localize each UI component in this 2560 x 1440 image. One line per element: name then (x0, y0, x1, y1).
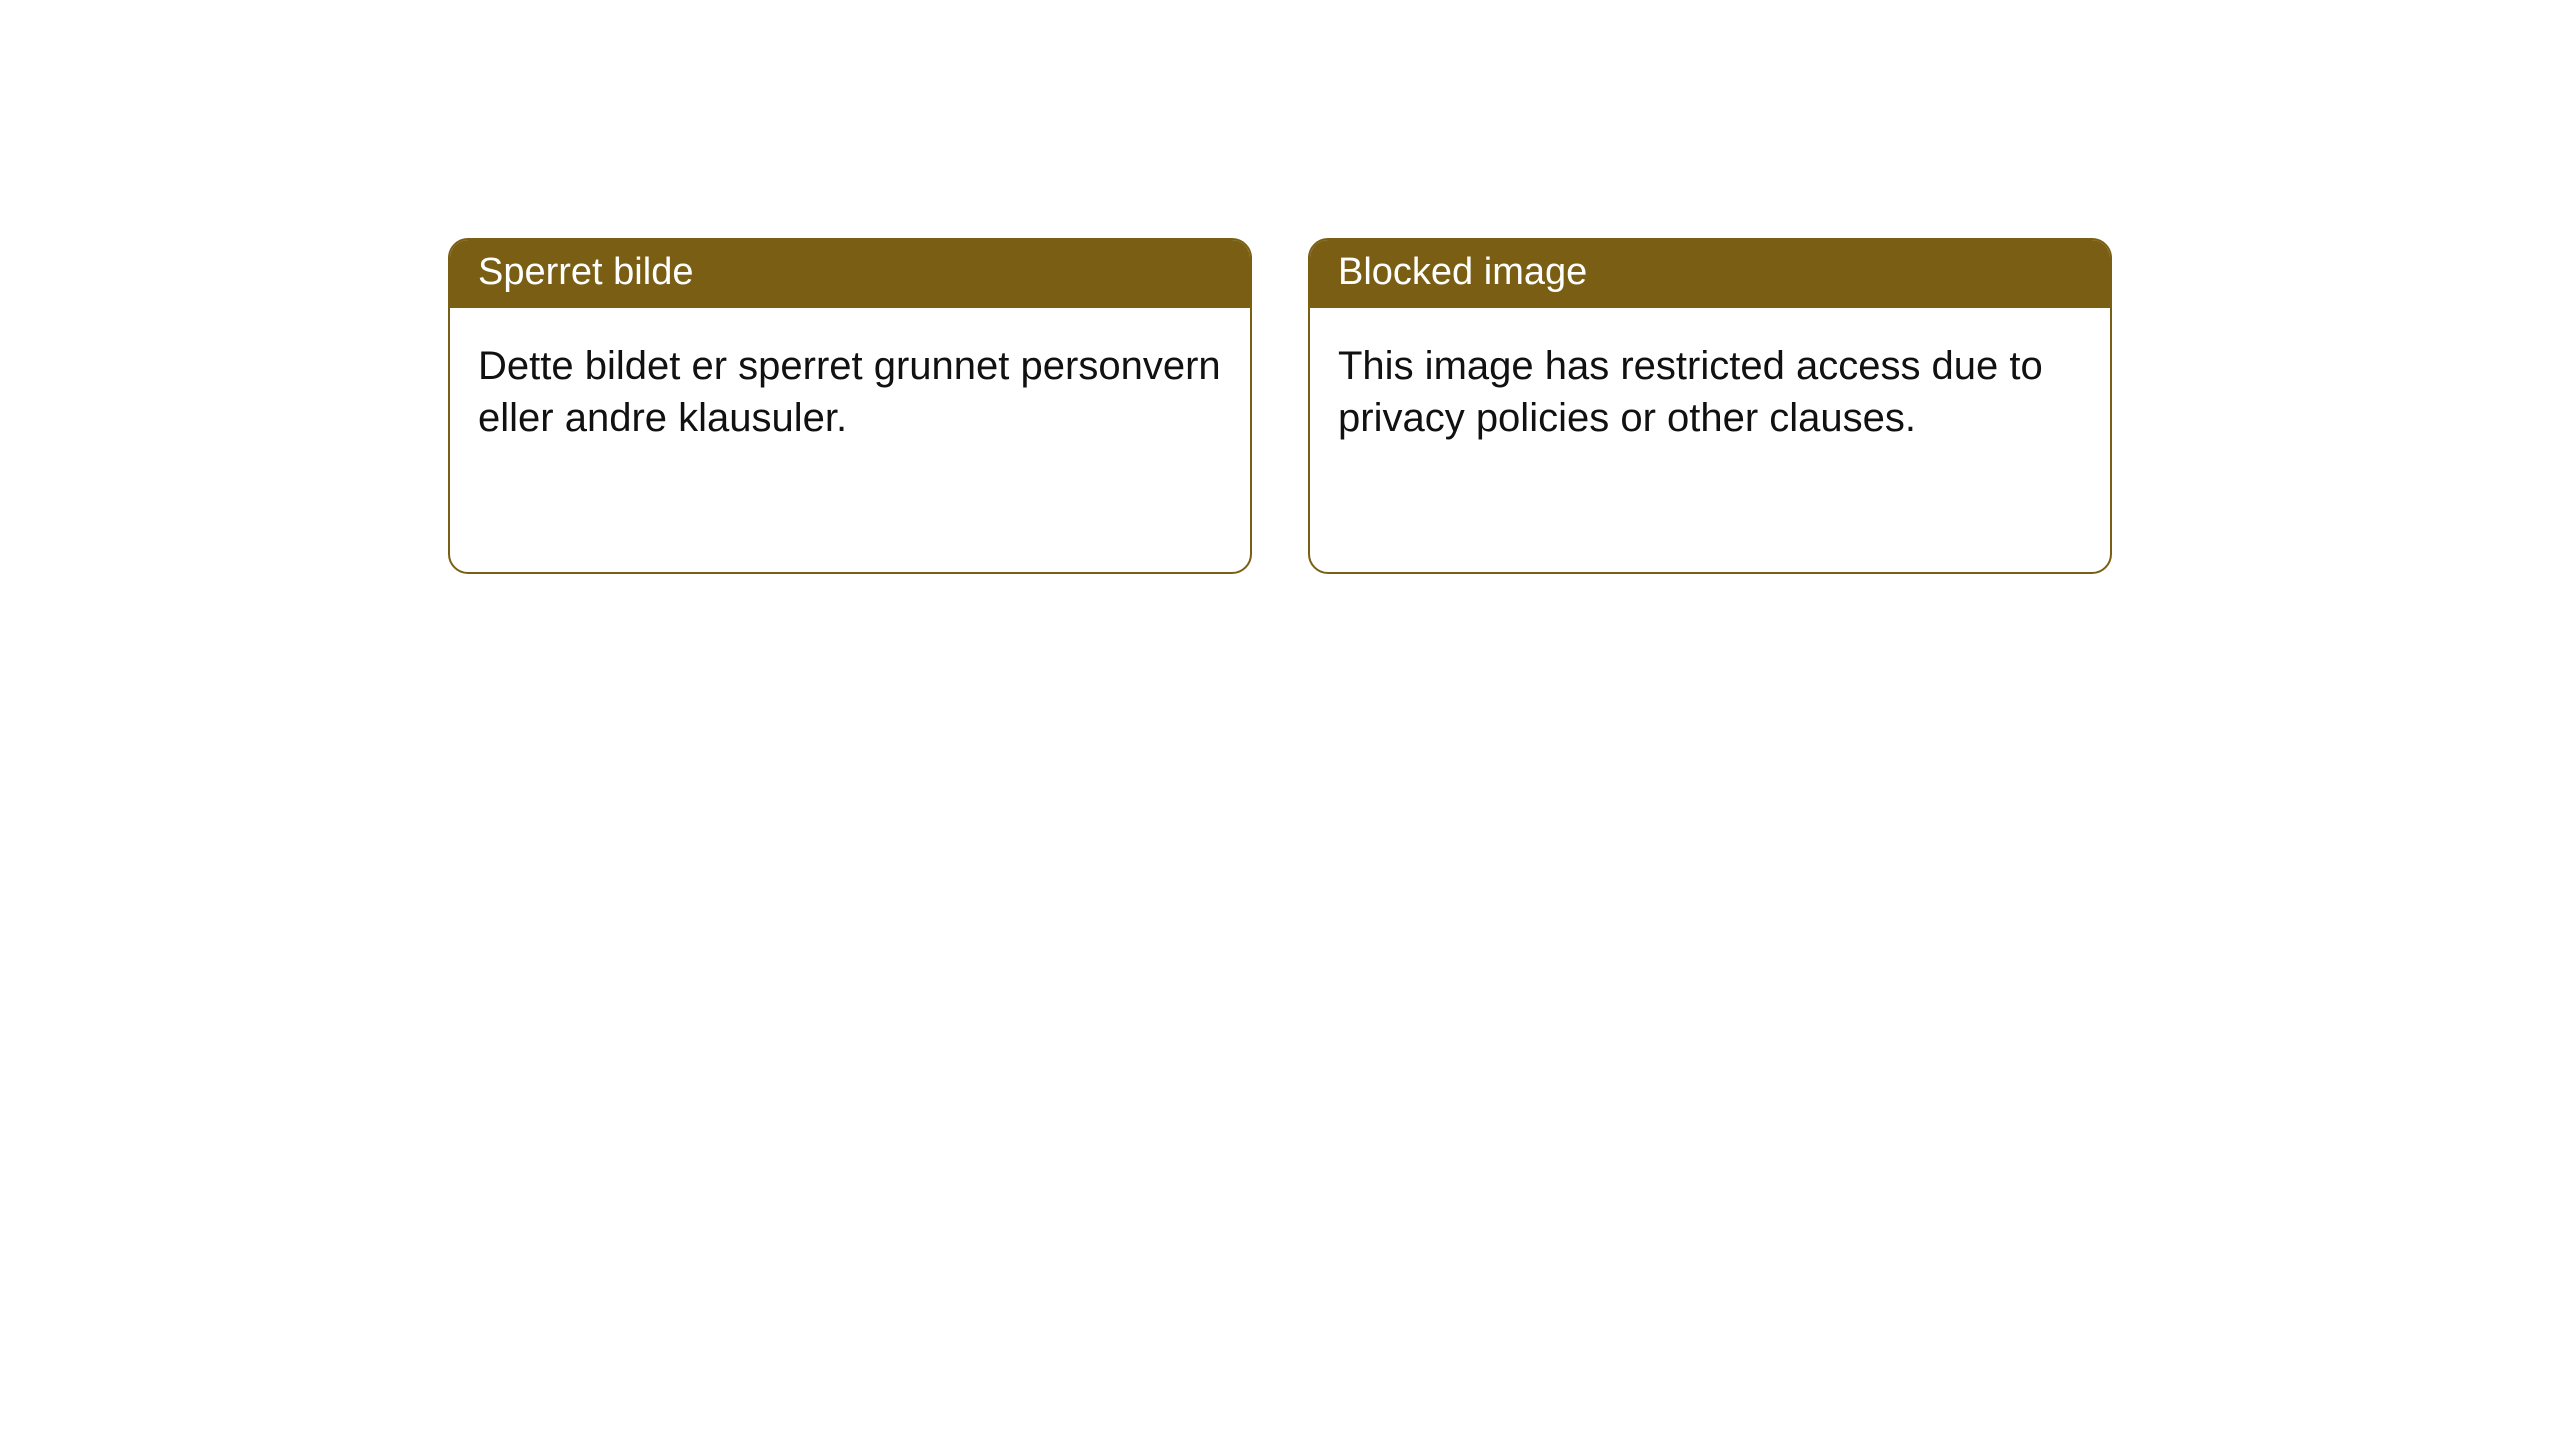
card-header: Sperret bilde (450, 240, 1250, 308)
card-body: This image has restricted access due to … (1310, 308, 2110, 476)
card-header: Blocked image (1310, 240, 2110, 308)
blocked-image-card-en: Blocked image This image has restricted … (1308, 238, 2112, 574)
card-body: Dette bildet er sperret grunnet personve… (450, 308, 1250, 476)
notice-cards-row: Sperret bilde Dette bildet er sperret gr… (448, 238, 2112, 574)
blocked-image-card-no: Sperret bilde Dette bildet er sperret gr… (448, 238, 1252, 574)
